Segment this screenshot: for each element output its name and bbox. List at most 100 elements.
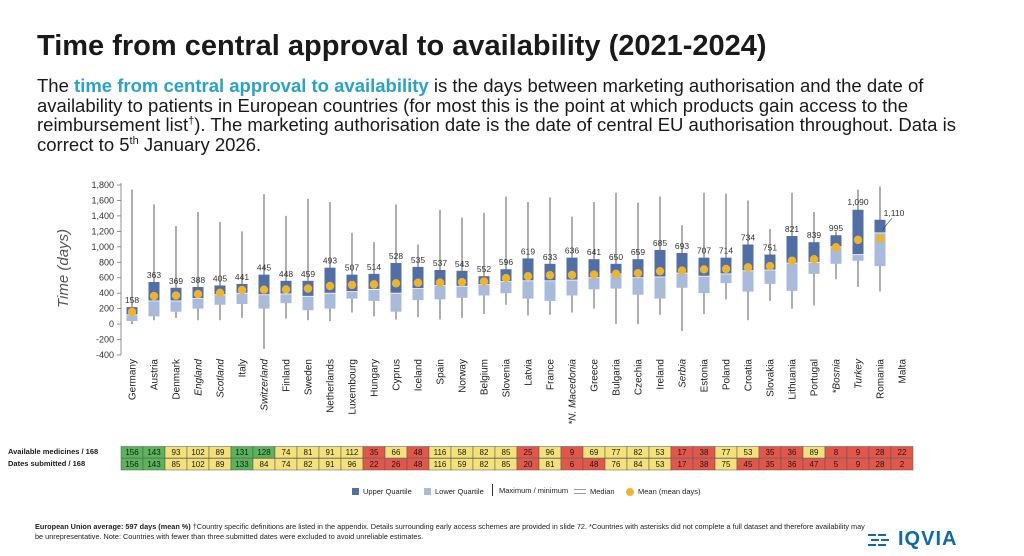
- available-value: 53: [656, 448, 665, 457]
- intro-text-pre: The: [37, 75, 75, 96]
- submitted-value: 82: [480, 460, 489, 469]
- submitted-value: 28: [876, 460, 885, 469]
- lower-quartile-box: [852, 254, 864, 261]
- upper-quartile-box: [852, 209, 864, 255]
- y-tick-label: 1,200: [91, 226, 114, 236]
- available-value: 156: [125, 448, 139, 457]
- legend-median-line: [574, 489, 586, 494]
- mean-dot: [479, 277, 489, 286]
- x-tick-label: Finland: [282, 359, 293, 392]
- x-tick-label: Poland: [722, 359, 733, 390]
- submitted-value: 6: [570, 460, 575, 469]
- availability-table: 156 143 93 102 89 131 128 74 81 91 112 35 66 48 116 58 8…: [120, 446, 914, 471]
- available-value: 96: [546, 448, 555, 457]
- x-tick-label: Bulgaria: [612, 359, 623, 396]
- available-value: 22: [898, 448, 907, 457]
- lower-quartile-box: [654, 276, 666, 299]
- mean-value-label: 636: [565, 246, 579, 256]
- upper-quartile-box: [258, 274, 270, 295]
- submitted-value: 81: [546, 460, 555, 469]
- x-tick-label: Cyprus: [392, 359, 403, 391]
- available-value: 35: [766, 448, 775, 457]
- upper-quartile-box: [566, 257, 578, 281]
- footnote: European Union average: 597 days (mean %…: [35, 522, 865, 542]
- mean-value-label: 363: [147, 270, 161, 280]
- mean-value-label: 619: [521, 246, 535, 256]
- lower-quartile-box: [478, 284, 490, 296]
- upper-quartile-box: [522, 258, 534, 281]
- mean-value-label: 528: [389, 251, 403, 261]
- mean-dot: [391, 279, 401, 288]
- iqvia-logo-text: IQVIA: [898, 528, 958, 550]
- submitted-value: 74: [282, 460, 291, 469]
- available-value: 128: [257, 448, 271, 457]
- mean-dot: [721, 264, 731, 274]
- legend-upper-label: Upper Quartile: [363, 487, 412, 496]
- submitted-value: 116: [434, 460, 447, 469]
- mean-dot: [259, 285, 269, 294]
- submitted-value: 47: [810, 460, 819, 469]
- mean-dot: [633, 268, 643, 278]
- mean-value-label: 641: [587, 247, 601, 257]
- mean-dot: [171, 291, 181, 300]
- lower-quartile-box: [610, 273, 622, 289]
- mean-value-label: 369: [169, 276, 183, 286]
- mean-dot: [655, 266, 665, 276]
- available-value: 66: [392, 448, 401, 457]
- upper-quartile-box: [588, 259, 600, 278]
- mean-value-label: 751: [763, 243, 777, 253]
- x-tick-label: Greece: [590, 359, 601, 392]
- submitted-value: 76: [612, 460, 621, 469]
- submitted-value: 84: [260, 460, 269, 469]
- available-value: 9: [570, 448, 575, 457]
- x-tick-label: Croatia: [744, 359, 755, 392]
- mean-value-label: 459: [301, 269, 315, 279]
- x-tick-label: Slovakia: [766, 359, 777, 397]
- x-tick-label: Spain: [436, 359, 447, 385]
- mean-value-label: 537: [433, 258, 447, 268]
- y-tick-label: 200: [99, 304, 114, 314]
- available-value: 28: [876, 448, 885, 457]
- available-value: 82: [480, 448, 489, 457]
- mean-dot: [567, 270, 577, 280]
- x-tick-label: *Bosnia: [832, 359, 843, 394]
- submitted-value: 84: [634, 460, 643, 469]
- intro-dagger: †: [188, 114, 195, 127]
- available-value: 81: [304, 448, 313, 457]
- lower-quartile-box: [632, 277, 644, 295]
- available-value: 53: [744, 448, 753, 457]
- x-tick-label: Belgium: [480, 359, 491, 395]
- mean-dot: [347, 280, 357, 290]
- available-value: 74: [282, 448, 291, 457]
- mean-value-label: 821: [785, 224, 799, 234]
- submitted-value: 53: [656, 460, 665, 469]
- x-tick-label: Latvia: [524, 359, 535, 386]
- lower-quartile-box: [236, 293, 248, 304]
- mean-value-label: 1,090: [847, 197, 869, 207]
- box-plot-chart: -400 -200 0 200 400 600 800 1,000 1,200 1,400 1,60…: [55, 180, 909, 425]
- submitted-value: 133: [235, 460, 249, 469]
- lower-quartile-box: [214, 294, 226, 305]
- upper-quartile-box: [148, 281, 160, 301]
- x-tick-label: Slovenia: [502, 359, 513, 398]
- submitted-value: 36: [788, 460, 797, 469]
- y-tick-label: 1,600: [91, 195, 114, 205]
- mean-dot: [611, 269, 621, 279]
- submitted-value: 75: [722, 460, 731, 469]
- mean-value-label: 543: [455, 259, 469, 269]
- mean-value-label: 493: [323, 256, 337, 266]
- submitted-value: 2: [900, 460, 905, 469]
- submitted-value: 102: [191, 460, 205, 469]
- x-tick-label: Austria: [150, 359, 161, 391]
- legend-median-label: Median: [590, 487, 615, 496]
- y-tick-label: 1,000: [91, 242, 114, 252]
- lower-quartile-box: [522, 280, 534, 299]
- mean-dot: [325, 281, 335, 291]
- dates-submitted-label: Dates submitted / 168: [8, 459, 86, 468]
- lower-quartile-box: [830, 246, 842, 264]
- submitted-value: 96: [348, 460, 357, 469]
- mean-value-label: 650: [609, 252, 623, 262]
- mean-dot: [853, 235, 863, 245]
- mean-dot: [457, 277, 467, 287]
- submitted-value: 35: [766, 460, 775, 469]
